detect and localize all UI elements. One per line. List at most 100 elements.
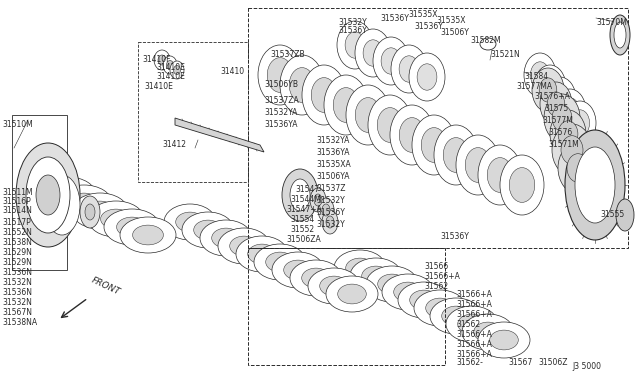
Text: 31506Y: 31506Y	[440, 28, 469, 37]
Ellipse shape	[350, 258, 402, 294]
Ellipse shape	[355, 29, 391, 77]
Text: 31575: 31575	[544, 104, 568, 113]
Ellipse shape	[456, 135, 500, 195]
Ellipse shape	[36, 175, 60, 215]
Text: 31582M: 31582M	[470, 36, 500, 45]
Ellipse shape	[610, 15, 630, 55]
Text: 31532Y: 31532Y	[316, 220, 345, 229]
Ellipse shape	[290, 179, 310, 211]
Text: 31516P: 31516P	[2, 197, 31, 206]
Ellipse shape	[212, 228, 240, 248]
Ellipse shape	[391, 45, 427, 93]
Text: 31535XA: 31535XA	[316, 160, 351, 169]
Ellipse shape	[173, 65, 180, 74]
Ellipse shape	[334, 250, 386, 286]
Ellipse shape	[154, 50, 170, 70]
Text: 31536N: 31536N	[2, 268, 32, 277]
Text: J3 5000: J3 5000	[572, 362, 601, 371]
Text: 31547: 31547	[295, 185, 319, 194]
Ellipse shape	[540, 74, 559, 100]
Text: 31412: 31412	[162, 140, 186, 149]
Ellipse shape	[289, 68, 315, 102]
Ellipse shape	[16, 143, 80, 247]
Ellipse shape	[561, 136, 583, 164]
Text: 31562: 31562	[456, 320, 480, 329]
Text: 31510M: 31510M	[2, 120, 33, 129]
Text: 31552N: 31552N	[2, 228, 32, 237]
Text: 31410F: 31410F	[142, 55, 170, 64]
Text: 31410E: 31410E	[156, 63, 185, 72]
Ellipse shape	[532, 68, 564, 112]
Ellipse shape	[104, 209, 160, 245]
Ellipse shape	[480, 38, 496, 50]
Text: 31506Z: 31506Z	[538, 358, 568, 367]
Ellipse shape	[338, 284, 366, 304]
Ellipse shape	[337, 21, 373, 69]
Ellipse shape	[272, 252, 324, 288]
Ellipse shape	[333, 87, 359, 122]
Ellipse shape	[565, 130, 625, 240]
Text: 31536Y: 31536Y	[316, 208, 345, 217]
Ellipse shape	[412, 115, 456, 175]
Text: 31544M: 31544M	[290, 195, 321, 204]
Text: 31536Y: 31536Y	[380, 14, 409, 23]
Text: 31410E: 31410E	[156, 72, 185, 81]
Ellipse shape	[390, 105, 434, 165]
Text: 31514N: 31514N	[2, 206, 32, 215]
Bar	[12, 115, 67, 270]
Ellipse shape	[72, 193, 128, 229]
Text: 31538N: 31538N	[2, 238, 32, 247]
Ellipse shape	[68, 193, 99, 213]
Ellipse shape	[550, 86, 570, 112]
Ellipse shape	[132, 225, 163, 245]
Ellipse shape	[346, 85, 390, 145]
Ellipse shape	[434, 125, 478, 185]
Text: 31410: 31410	[220, 67, 244, 76]
Ellipse shape	[421, 128, 447, 163]
Ellipse shape	[355, 97, 381, 132]
Text: 31566+A: 31566+A	[456, 340, 492, 349]
Text: 31567: 31567	[508, 358, 532, 367]
Ellipse shape	[570, 110, 589, 136]
Ellipse shape	[373, 37, 409, 85]
Ellipse shape	[230, 236, 259, 256]
Text: 31410E: 31410E	[144, 82, 173, 91]
Text: 31576+A: 31576+A	[534, 92, 570, 101]
Ellipse shape	[575, 147, 615, 223]
Ellipse shape	[194, 220, 222, 240]
Ellipse shape	[282, 169, 318, 221]
Text: 31537ZA: 31537ZA	[264, 96, 299, 105]
Ellipse shape	[554, 89, 586, 133]
Ellipse shape	[614, 22, 626, 48]
Ellipse shape	[320, 276, 348, 296]
Ellipse shape	[474, 322, 502, 342]
Text: 31529N: 31529N	[2, 248, 32, 257]
Ellipse shape	[547, 92, 564, 116]
Text: 31566+A: 31566+A	[456, 290, 492, 299]
Ellipse shape	[258, 45, 302, 105]
Text: 31506ZA: 31506ZA	[286, 235, 321, 244]
Text: 31577M: 31577M	[542, 116, 573, 125]
Ellipse shape	[509, 168, 535, 202]
Ellipse shape	[616, 199, 634, 231]
Text: 31511M: 31511M	[2, 188, 33, 197]
Text: 31566: 31566	[424, 262, 448, 271]
Ellipse shape	[84, 201, 115, 221]
Text: 31566+A: 31566+A	[456, 310, 492, 319]
Text: 31532YA: 31532YA	[316, 136, 349, 145]
Ellipse shape	[318, 198, 334, 222]
Ellipse shape	[85, 204, 95, 220]
Ellipse shape	[414, 290, 466, 326]
Text: 31532YA: 31532YA	[264, 108, 298, 117]
Ellipse shape	[444, 138, 468, 172]
Text: 31536Y: 31536Y	[440, 232, 469, 241]
Text: 31535X: 31535X	[436, 16, 465, 25]
Text: 31555: 31555	[600, 210, 624, 219]
Ellipse shape	[302, 65, 346, 125]
Text: 31566+A: 31566+A	[456, 300, 492, 309]
Ellipse shape	[363, 40, 383, 66]
Ellipse shape	[487, 158, 513, 192]
Ellipse shape	[268, 58, 292, 92]
Ellipse shape	[368, 95, 412, 155]
Text: 31536N: 31536N	[2, 288, 32, 297]
